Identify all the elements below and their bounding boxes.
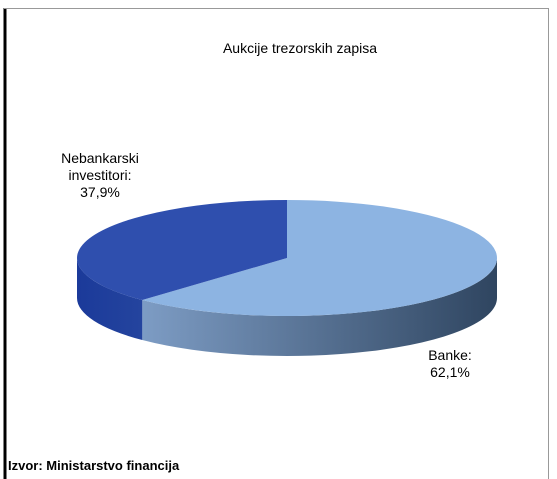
slice-label: Nebankarski investitori: 37,9% — [40, 150, 160, 201]
slice-label: Banke: 62,1% — [390, 347, 510, 381]
source-note: Izvor: Ministarstvo financija — [8, 458, 180, 473]
slice-side — [142, 258, 497, 356]
value-label: 62,1% — [430, 364, 470, 380]
slice-side — [77, 258, 143, 341]
pie — [77, 200, 497, 356]
category-label: Nebankarski investitori: — [61, 150, 139, 183]
slice — [142, 200, 497, 316]
category-label: Banke: — [428, 347, 472, 363]
slice — [77, 200, 287, 301]
chart-title: Aukcije trezorskih zapisa — [222, 40, 378, 56]
value-label: 37,9% — [80, 184, 120, 200]
